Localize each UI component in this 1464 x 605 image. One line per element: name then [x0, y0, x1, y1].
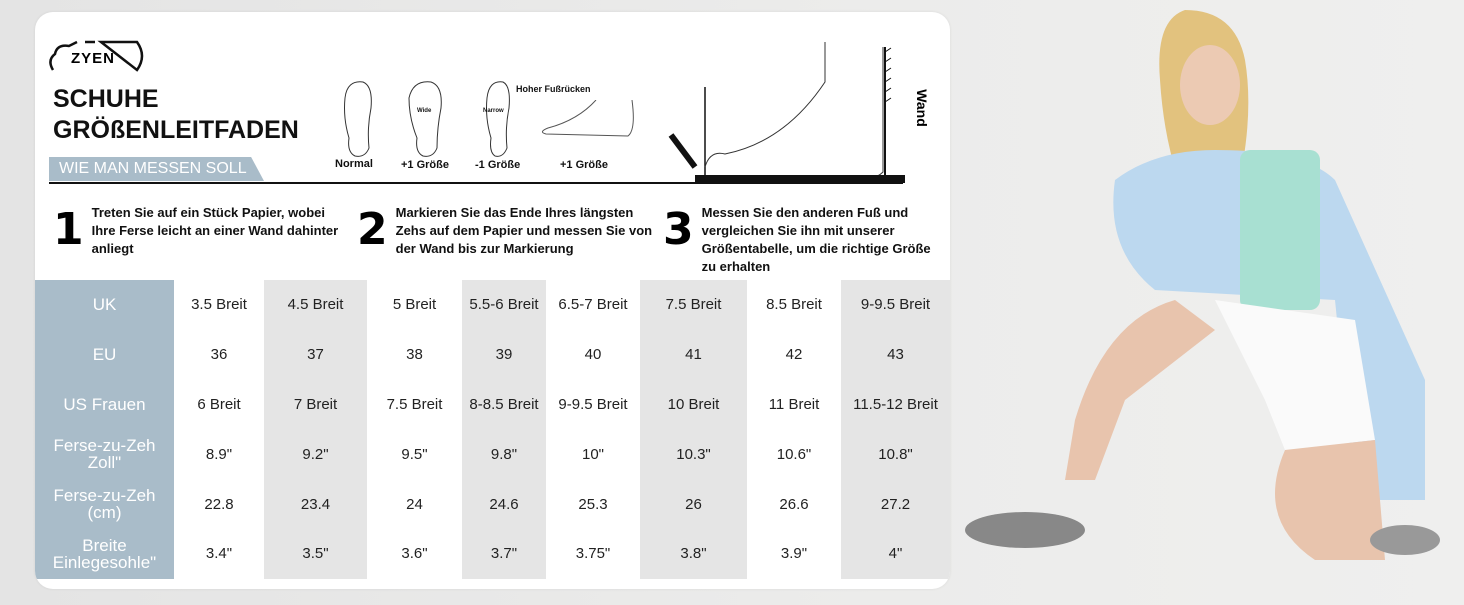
size-table: UK 3.5 Breit 4.5 Breit 5 Breit 5.5-6 Breit 6.… [35, 280, 950, 579]
normal-foot-icon [344, 81, 372, 157]
size-guide-card: ZYEN SCHUHE GRÖßENLEITFADEN WIE MAN MESS… [35, 12, 950, 589]
table-cell: 7 Breit [264, 379, 367, 430]
table-cell: 7.5 Breit [386, 395, 443, 413]
table-cell: 38 [406, 346, 423, 364]
high-instep-foot-icon [542, 100, 634, 137]
table-cell: 10.8" [841, 429, 950, 480]
row-header: UK [35, 280, 174, 330]
brand-logo: ZYEN [47, 38, 147, 74]
table-cell: 43 [841, 329, 950, 380]
table-row: US Frauen 6 Breit 7 Breit 7.5 Breit 8-8.5 Br… [35, 379, 950, 430]
table-cell: 27.2 [841, 479, 950, 529]
table-cell: 6 Breit [197, 395, 241, 413]
table-cell: 37 [264, 329, 367, 380]
table-cell: 3.6" [401, 545, 428, 563]
table-cell: 25.3 [578, 495, 608, 513]
table-cell: 10.6" [776, 445, 812, 463]
row-header: Ferse-zu-Zeh Zoll" [35, 429, 174, 480]
row-header: US Frauen [35, 379, 174, 430]
table-cell: 24 [406, 495, 423, 513]
step-2: 2 Markieren Sie das Ende Ihres längsten Z… [357, 204, 653, 256]
table-cell: 10 Breit [640, 379, 747, 430]
table-cell: 26.6 [779, 495, 809, 513]
page-title: SCHUHE GRÖßENLEITFADEN [53, 85, 299, 144]
table-cell: 9-9.5 Breit [558, 395, 628, 413]
table-cell: 7.5 Breit [640, 280, 747, 330]
table-cell: 9.2" [264, 429, 367, 480]
step-3: 3 Messen Sie den anderen Fuß und vergleic… [663, 204, 931, 274]
table-cell: 8.5 Breit [766, 296, 822, 314]
table-row: Ferse-zu-Zeh (cm) 22.8 23.4 24 24.6 25.3 26 26.… [35, 479, 950, 529]
table-cell: 10.3" [640, 429, 747, 480]
table-cell: 9-9.5 Breit [841, 280, 950, 330]
table-cell: 39 [462, 329, 546, 380]
narrow-foot-icon [486, 81, 510, 157]
table-row: Breite Einlegesohle" 3.4" 3.5" 3.6" 3.7" 3.75… [35, 528, 950, 579]
how-to-measure-banner: WIE MAN MESSEN SOLL [49, 157, 264, 181]
table-cell: 26 [640, 479, 747, 529]
table-cell: 36 [210, 346, 228, 364]
wall-label: Wand [913, 89, 930, 127]
step-1: 1 Treten Sie auf ein Stück Papier, wobei … [53, 204, 339, 256]
table-cell: 3.5" [264, 528, 367, 579]
table-cell: 5.5-6 Breit [462, 280, 546, 330]
table-cell: 11.5-12 Breit [841, 379, 950, 430]
table-cell: 5 Breit [392, 296, 437, 314]
table-cell: 42 [785, 346, 803, 364]
table-cell: 11 Breit [768, 395, 820, 413]
table-row: EU 36 37 38 39 40 41 42 43 [35, 329, 950, 380]
table-cell: 3.7" [462, 528, 546, 579]
table-cell: 3.75" [575, 545, 611, 563]
row-header: EU [35, 329, 174, 380]
table-cell: 3.5 Breit [191, 296, 247, 314]
table-row: Ferse-zu-Zeh Zoll" 8.9" 9.2" 9.5" 9.8" 10" 10.… [35, 429, 950, 480]
table-cell: 23.4 [264, 479, 367, 529]
table-cell: 24.6 [462, 479, 546, 529]
table-cell: 40 [584, 346, 602, 364]
table-cell: 3.9" [780, 545, 808, 563]
table-cell: 9.8" [462, 429, 546, 480]
table-cell: 22.8 [204, 495, 234, 513]
table-cell: 3.8" [640, 528, 747, 579]
table-cell: 8-8.5 Breit [462, 379, 546, 430]
divider [49, 182, 903, 184]
table-cell: 4.5 Breit [264, 280, 367, 330]
table-cell: 6.5-7 Breit [558, 296, 628, 314]
table-cell: 4" [841, 528, 950, 579]
model-photo [955, 0, 1464, 600]
table-cell: 41 [640, 329, 747, 380]
row-header: Breite Einlegesohle" [35, 528, 174, 579]
table-cell: 10" [581, 445, 604, 463]
table-cell: 9.5" [401, 445, 428, 463]
row-header: Ferse-zu-Zeh (cm) [35, 479, 174, 529]
table-row: UK 3.5 Breit 4.5 Breit 5 Breit 5.5-6 Breit 6.… [35, 280, 950, 330]
table-cell: 3.4" [205, 545, 233, 563]
table-cell: 8.9" [205, 445, 233, 463]
wide-foot-icon [408, 81, 442, 157]
measuring-foot-illustration [668, 42, 905, 183]
